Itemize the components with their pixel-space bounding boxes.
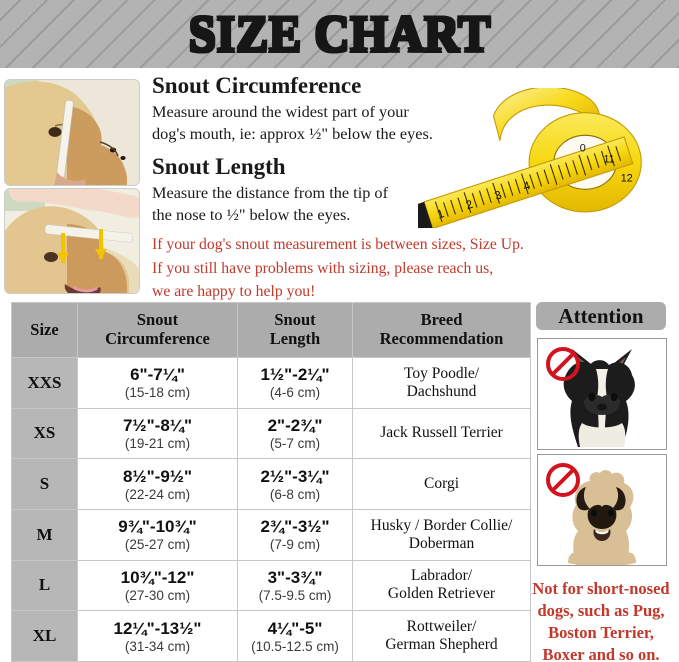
svg-text:0: 0 xyxy=(580,143,586,155)
svg-text:12: 12 xyxy=(621,173,633,185)
svg-text:11: 11 xyxy=(604,153,615,165)
